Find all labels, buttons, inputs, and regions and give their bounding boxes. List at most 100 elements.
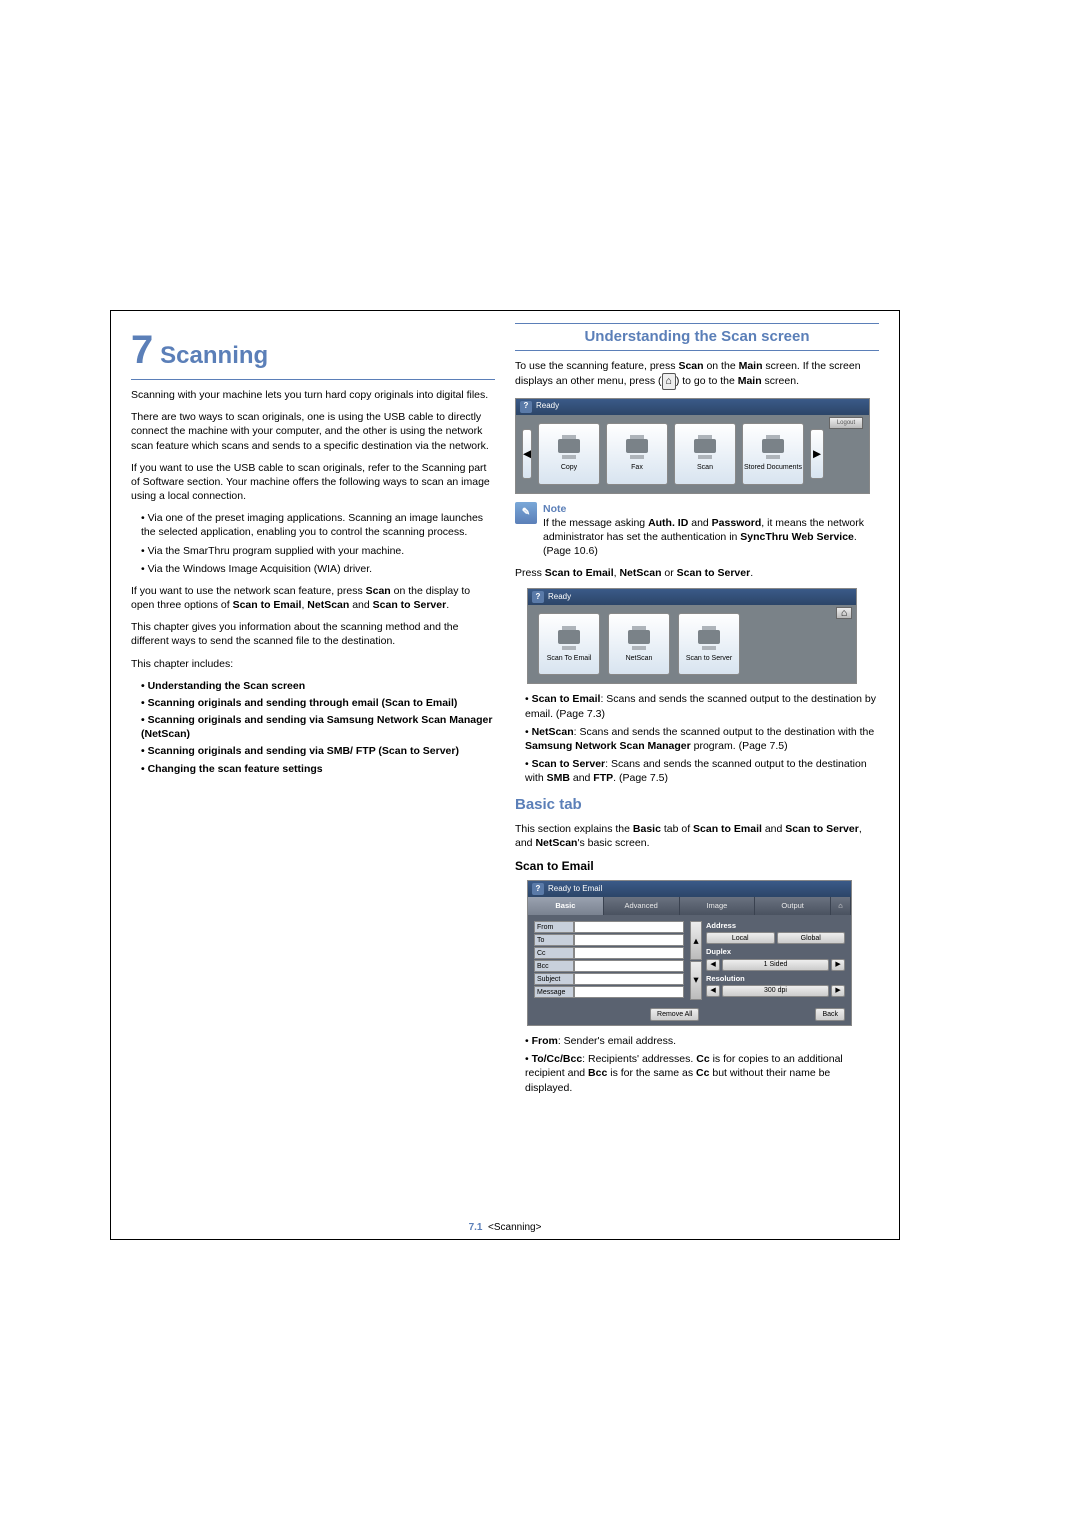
bold-text: Scan (366, 585, 391, 597)
list-item: To/Cc/Bcc: Recipients' addresses. Cc is … (525, 1052, 879, 1095)
home-button[interactable]: ⌂ (836, 607, 852, 619)
page-frame: 7 Scanning Scanning with your machine le… (110, 310, 900, 1240)
screenshot-scan-submenu: ? Ready Scan To Email NetScan Scan to Se… (527, 588, 857, 684)
help-icon[interactable]: ? (520, 401, 532, 413)
tab-home[interactable]: ⌂ (831, 897, 851, 915)
nav-right-button[interactable]: ▶ (810, 429, 824, 479)
bold-text: Samsung Network Scan Manager (525, 740, 691, 752)
divider (131, 379, 495, 380)
tab-image[interactable]: Image (680, 897, 756, 915)
tile-fax[interactable]: Fax (606, 423, 668, 485)
note-icon: ✎ (515, 502, 537, 524)
note-block: ✎ Note If the message asking Auth. ID an… (515, 502, 879, 559)
field-label-message: Message (534, 986, 574, 998)
label-resolution: Resolution (706, 974, 845, 984)
tile-label: Copy (561, 463, 577, 472)
help-icon[interactable]: ? (532, 883, 544, 895)
text: If the message asking (543, 517, 648, 529)
list-item: NetScan: Scans and sends the scanned out… (525, 725, 879, 753)
to-input[interactable] (574, 934, 684, 946)
tile-scan-to-server[interactable]: Scan to Server (678, 613, 740, 675)
bold-text: Scan to Email (693, 823, 762, 835)
bold-text: Bcc (588, 1067, 607, 1079)
field-label-cc: Cc (534, 947, 574, 959)
tile-copy[interactable]: Copy (538, 423, 600, 485)
text: . (446, 599, 449, 611)
cc-input[interactable] (574, 947, 684, 959)
email-fields: From To Cc Bcc Subject Message (534, 921, 684, 999)
duplex-next-button[interactable]: ▶ (831, 959, 845, 971)
chapter-title: Scanning (160, 342, 268, 369)
tile-netscan[interactable]: NetScan (608, 613, 670, 675)
bold-text: FTP (593, 772, 613, 784)
bold-text: Scan to Email (545, 567, 614, 579)
address-global-button[interactable]: Global (777, 932, 846, 944)
shot-content: From To Cc Bcc Subject Message ▴ ▾ A (528, 915, 851, 1005)
bold-text: Password (712, 517, 762, 529)
list-item: Via one of the preset imaging applicatio… (141, 511, 495, 539)
bold-text: Basic (633, 823, 661, 835)
resolution-next-button[interactable]: ▶ (831, 985, 845, 997)
fax-icon (622, 435, 652, 459)
list-item: Scan to Email: Scans and sends the scann… (525, 692, 879, 720)
body-text: If you want to use the USB cable to scan… (131, 461, 495, 504)
right-column: Understanding the Scan screen To use the… (515, 323, 879, 1213)
tile-scan[interactable]: Scan (674, 423, 736, 485)
scroll-down-button[interactable]: ▾ (690, 961, 702, 1000)
resolution-prev-button[interactable]: ◀ (706, 985, 720, 997)
bcc-input[interactable] (574, 960, 684, 972)
bold-text: Scan (678, 360, 703, 372)
bold-text: To/Cc/Bcc (532, 1053, 583, 1065)
resolution-value: 300 dpi (722, 985, 829, 997)
text: screen. (762, 375, 799, 387)
tile-stored-documents[interactable]: Stored Documents (742, 423, 804, 485)
tile-label: Scan To Email (547, 654, 592, 663)
text: Press (515, 567, 545, 579)
scroll-spinner: ▴ ▾ (690, 921, 702, 999)
duplex-prev-button[interactable]: ◀ (706, 959, 720, 971)
toc-item: Understanding the Scan screen (141, 679, 495, 693)
screenshot-scan-to-email-basic: ? Ready to Email Basic Advanced Image Ou… (527, 880, 852, 1026)
bold-text: Scan to Server (785, 823, 859, 835)
tab-advanced[interactable]: Advanced (604, 897, 680, 915)
nav-left-button[interactable]: ◀ (522, 429, 532, 479)
logout-button[interactable]: Logout (829, 417, 863, 429)
bold-text: SyncThru Web Service (740, 531, 854, 543)
subject-input[interactable] (574, 973, 684, 985)
bold-text: Cc (696, 1067, 709, 1079)
shot-status: Ready (536, 401, 559, 412)
from-input[interactable] (574, 921, 684, 933)
scroll-up-button[interactable]: ▴ (690, 921, 702, 960)
body-text: Scanning with your machine lets you turn… (131, 388, 495, 402)
home-icon: ⌂ (662, 373, 676, 389)
back-button[interactable]: Back (815, 1008, 845, 1021)
address-local-button[interactable]: Local (706, 932, 775, 944)
text: and (349, 599, 372, 611)
help-icon[interactable]: ? (532, 591, 544, 603)
bold-text: Scan to Server (373, 599, 447, 611)
toc-item: Changing the scan feature settings (141, 762, 495, 776)
ways-list: Via one of the preset imaging applicatio… (131, 511, 495, 576)
text: and (762, 823, 785, 835)
label-duplex: Duplex (706, 947, 845, 957)
scan-server-icon (694, 626, 724, 650)
text: program. (Page 7.5) (691, 740, 788, 752)
text: If you want to use the network scan feat… (131, 585, 366, 597)
shot-body: Basic Advanced Image Output ⌂ From To Cc… (528, 897, 851, 1025)
remove-all-button[interactable]: Remove All (650, 1008, 699, 1021)
bold-text: Main (739, 360, 763, 372)
tile-label: Scan to Server (686, 654, 732, 663)
tab-output[interactable]: Output (755, 897, 831, 915)
field-label-subject: Subject (534, 973, 574, 985)
text: or (661, 567, 676, 579)
tile-scan-to-email[interactable]: Scan To Email (538, 613, 600, 675)
screenshot-main-menu: ? Ready ◀ Copy Fax Scan Stored Documents… (515, 398, 870, 494)
scan-options-list: Scan to Email: Scans and sends the scann… (515, 692, 879, 785)
toc-item: Scanning originals and sending via Samsu… (141, 713, 495, 741)
body-text: Press Scan to Email, NetScan or Scan to … (515, 566, 879, 580)
toc-item: Scanning originals and sending through e… (141, 696, 495, 710)
tab-basic[interactable]: Basic (528, 897, 604, 915)
message-input[interactable] (574, 986, 684, 998)
chapter-toc: Understanding the Scan screen Scanning o… (131, 679, 495, 776)
list-item: Via the SmarThru program supplied with y… (141, 544, 495, 558)
